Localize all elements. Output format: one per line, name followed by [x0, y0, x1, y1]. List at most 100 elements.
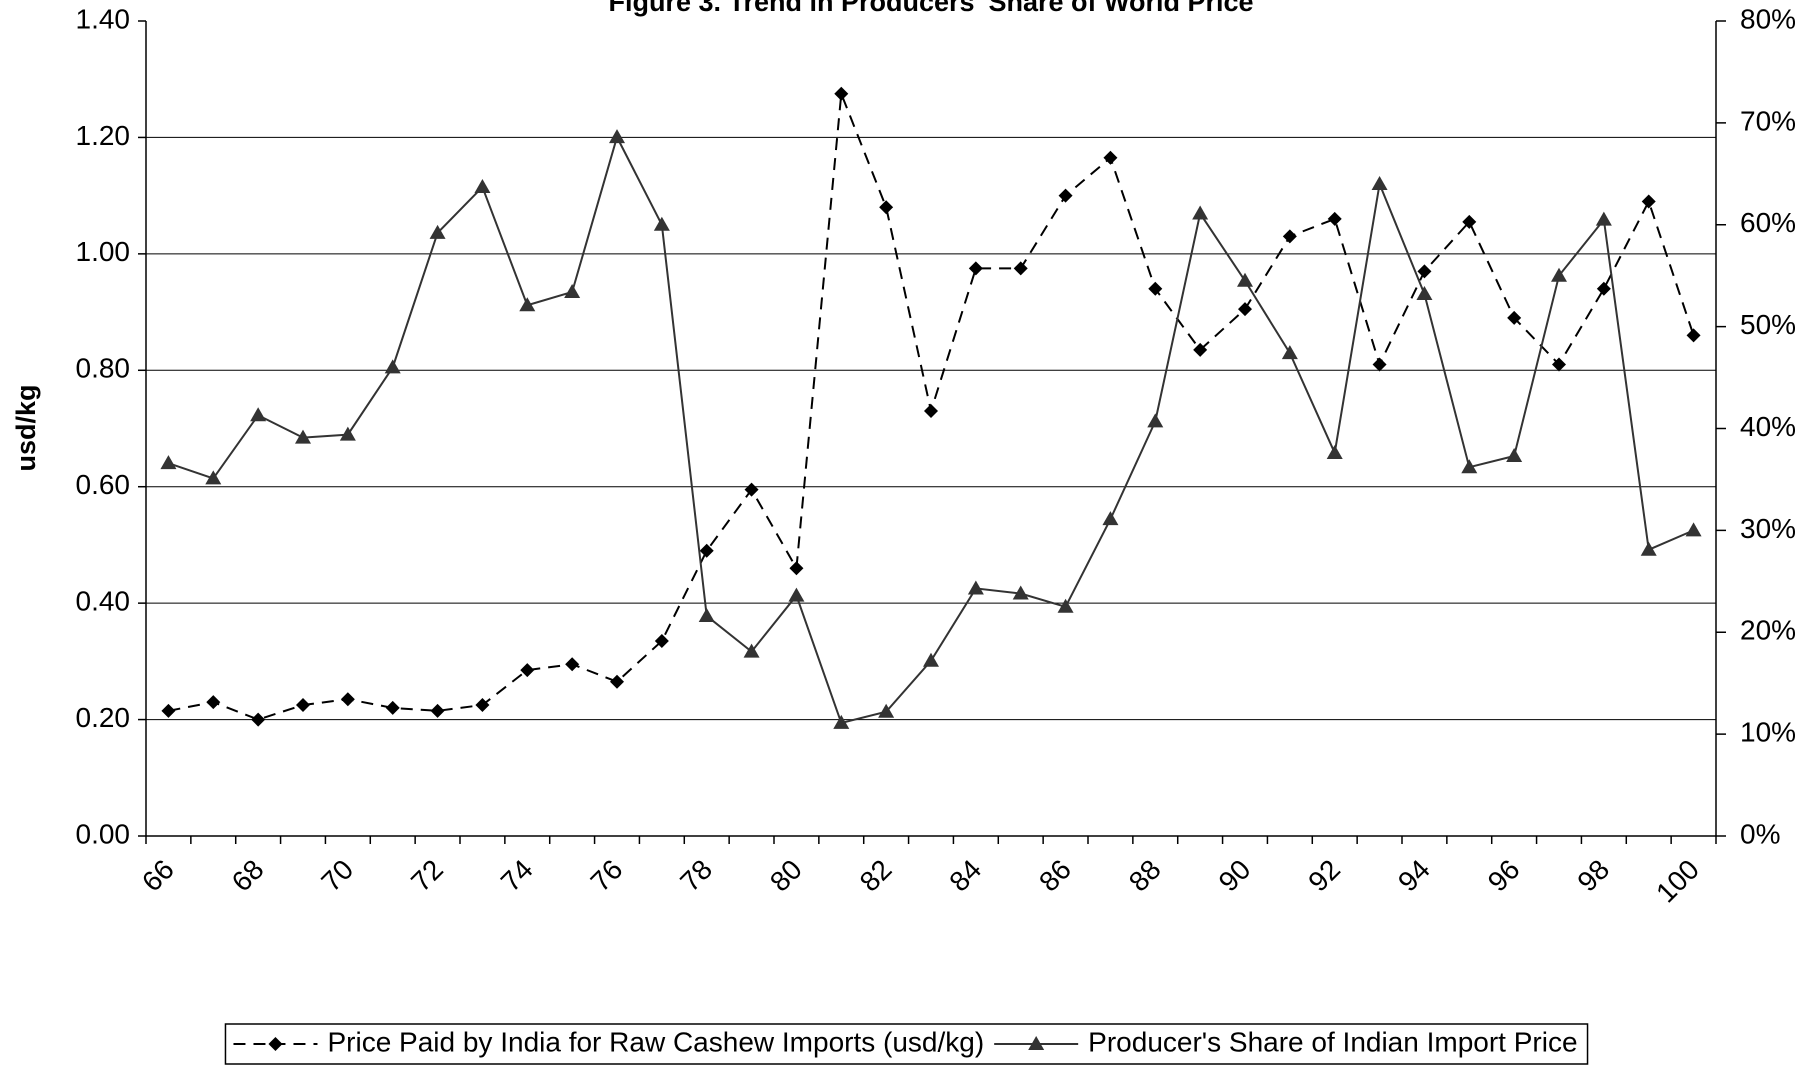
point — [1192, 205, 1209, 220]
x-tick-label: 100 — [1650, 854, 1705, 909]
y2-tick-label: 20% — [1740, 615, 1796, 646]
point — [1327, 211, 1342, 226]
y2-tick-label: 50% — [1740, 309, 1796, 340]
chart-title: Figure 3. Trend in Producers' Share of W… — [608, 0, 1253, 17]
point — [1686, 328, 1701, 343]
point — [205, 470, 222, 485]
x-tick-label: 96 — [1482, 854, 1526, 898]
y-tick-label: 0.40 — [76, 586, 131, 617]
legend-box — [224, 1023, 1589, 1065]
point — [250, 407, 267, 422]
point — [429, 224, 446, 239]
x-tick-label: 70 — [315, 854, 359, 898]
y-tick-label: 0.60 — [76, 469, 131, 500]
point — [653, 216, 670, 231]
point — [610, 674, 624, 689]
point — [1237, 272, 1253, 287]
point — [1640, 541, 1657, 556]
point — [161, 703, 176, 718]
point — [1551, 267, 1567, 282]
x-tick-label: 90 — [1213, 854, 1257, 898]
point — [1238, 302, 1252, 317]
point — [924, 404, 938, 419]
point — [879, 200, 894, 215]
point — [1461, 459, 1478, 474]
point — [744, 482, 759, 497]
point — [923, 652, 939, 667]
legend-label: Price Paid by India for Raw Cashew Impor… — [327, 1026, 984, 1057]
point — [251, 712, 266, 727]
point — [385, 700, 400, 715]
point — [1102, 511, 1119, 526]
point — [1012, 585, 1029, 600]
point — [475, 698, 490, 713]
point — [1057, 598, 1074, 613]
point — [1462, 214, 1477, 229]
y2-tick-label: 10% — [1740, 717, 1796, 748]
y-tick-label: 1.00 — [76, 236, 131, 267]
point — [1058, 188, 1073, 203]
point — [1641, 194, 1656, 209]
y-tick-label: 0.80 — [76, 353, 131, 384]
point — [1013, 261, 1028, 276]
legend-marker — [1028, 1036, 1045, 1050]
legend-label: Producer's Share of Indian Import Price — [1088, 1026, 1577, 1057]
point — [520, 663, 535, 678]
point — [1326, 444, 1343, 459]
point — [339, 426, 356, 441]
point — [609, 129, 625, 144]
x-tick-label: 68 — [226, 854, 270, 898]
point — [1281, 345, 1298, 360]
point — [1193, 342, 1208, 357]
y-axis-title: usd/kg — [11, 384, 41, 471]
point — [519, 297, 536, 312]
point — [1552, 357, 1566, 372]
point — [968, 261, 983, 276]
y2-tick-label: 40% — [1740, 411, 1796, 442]
x-tick-label: 80 — [764, 854, 808, 898]
point — [654, 633, 669, 648]
point — [296, 698, 310, 713]
point — [699, 543, 714, 558]
y2-tick-label: 30% — [1740, 513, 1796, 544]
point — [1416, 286, 1433, 301]
x-tick-label: 94 — [1392, 854, 1436, 898]
point — [1372, 357, 1387, 372]
point — [1595, 211, 1612, 226]
point — [1685, 522, 1702, 537]
point — [565, 657, 580, 672]
point — [564, 283, 581, 298]
series-line — [168, 134, 1694, 725]
point — [295, 429, 311, 444]
point — [788, 587, 805, 602]
x-tick-label: 86 — [1033, 854, 1077, 898]
x-tick-label: 66 — [136, 854, 180, 898]
x-tick-label: 98 — [1571, 854, 1615, 898]
legend-marker — [268, 1037, 283, 1051]
y-tick-label: 0.00 — [76, 818, 131, 849]
point — [340, 692, 355, 707]
y2-tick-label: 70% — [1740, 105, 1796, 136]
x-tick-label: 74 — [495, 854, 539, 898]
point — [967, 580, 984, 595]
point — [1282, 229, 1297, 244]
point — [206, 695, 221, 710]
x-tick-label: 88 — [1123, 854, 1167, 898]
point — [1596, 281, 1611, 296]
point — [1103, 150, 1118, 165]
point — [1506, 448, 1523, 463]
point — [1371, 176, 1388, 190]
x-tick-label: 78 — [674, 854, 718, 898]
y2-tick-label: 60% — [1740, 207, 1796, 238]
x-tick-label: 92 — [1302, 854, 1346, 898]
point — [430, 703, 445, 718]
point — [160, 455, 177, 470]
y2-tick-label: 0% — [1740, 818, 1780, 849]
point — [1417, 264, 1432, 279]
x-tick-label: 82 — [854, 854, 898, 898]
point — [474, 179, 491, 194]
point — [1148, 281, 1163, 296]
point — [1147, 413, 1164, 428]
point — [1507, 310, 1522, 325]
